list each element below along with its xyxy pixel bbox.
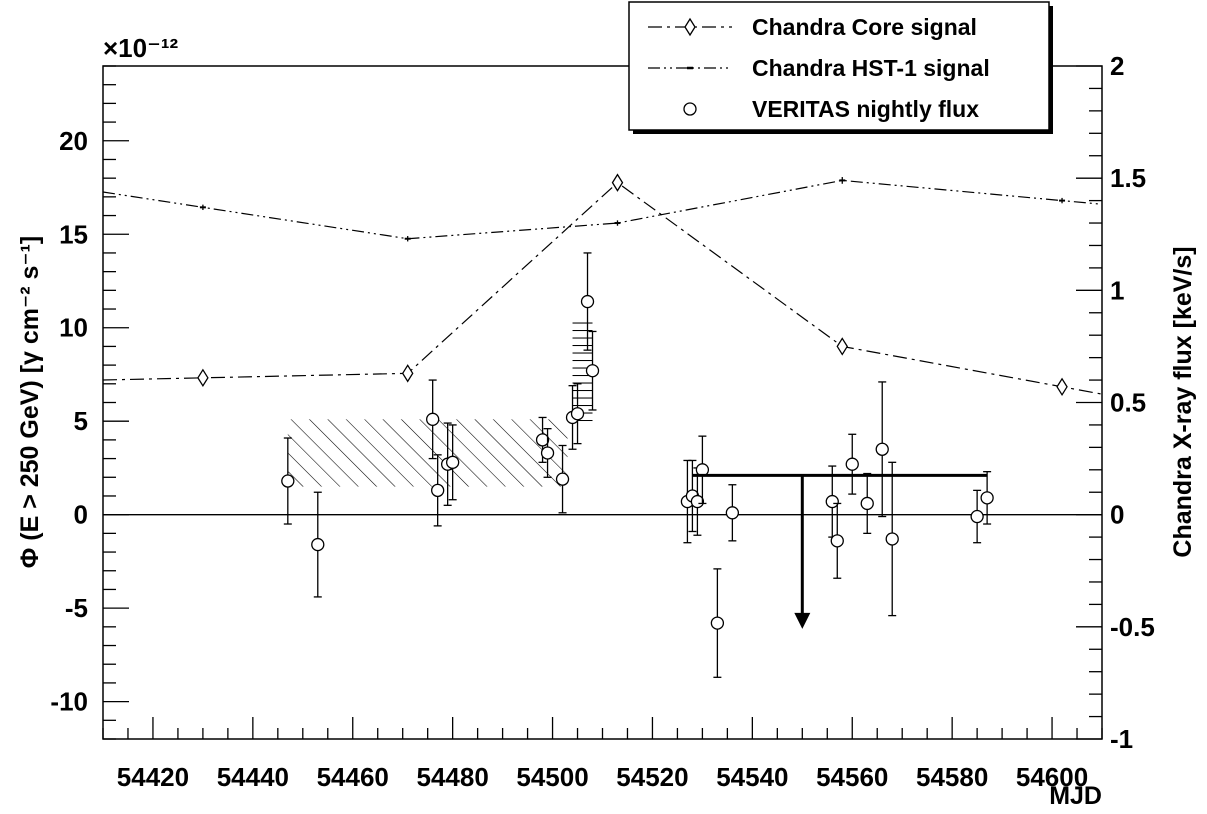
legend-core-diamond-marker — [684, 17, 696, 37]
veritas-points — [281, 252, 994, 678]
legend: Chandra Core signal Chandra HST-1 signal V… — [628, 1, 1053, 134]
core-diamond-marker — [1056, 377, 1068, 397]
veritas-point — [281, 474, 295, 488]
veritas-point — [540, 446, 555, 460]
plot-frame — [102, 65, 1103, 740]
veritas-point — [431, 483, 445, 498]
y-tick-label: 0 — [74, 500, 88, 530]
legend-label: Chandra Core signal — [752, 14, 977, 40]
legend-label: VERITAS nightly flux — [752, 96, 979, 122]
y-tick-label: -5 — [65, 593, 88, 623]
series-line-core — [102, 181, 1103, 395]
y-right-tick-label: 1.5 — [1110, 163, 1146, 193]
legend-veritas-marker — [683, 102, 697, 116]
veritas-point — [845, 457, 859, 471]
x-tick-label: 54500 — [516, 762, 588, 792]
y-axis-left: -10 -5 0 5 10 15 20 — [50, 65, 129, 740]
chandra-series — [102, 173, 1103, 397]
y-right-tick-label: 0 — [1110, 500, 1124, 530]
core-diamond-marker — [197, 368, 209, 388]
veritas-point — [690, 494, 705, 509]
x-axis-title: MJD — [1049, 782, 1102, 810]
upper-limit — [692, 473, 988, 629]
veritas-point — [570, 407, 585, 421]
veritas-point — [860, 496, 874, 511]
y-right-tick-label: -1 — [1110, 724, 1133, 754]
hatched-bands — [287, 322, 593, 487]
x-tick-label: 54460 — [317, 762, 389, 792]
veritas-point — [830, 534, 844, 548]
x-tick-label: 54580 — [916, 762, 988, 792]
veritas-point — [580, 294, 595, 309]
veritas-point — [426, 412, 440, 426]
x-tick-label: 54480 — [416, 762, 488, 792]
legend-shadow — [1049, 6, 1053, 134]
x-tick-label: 54420 — [117, 762, 189, 792]
x-tick-label: 54440 — [217, 762, 289, 792]
y-axis-title: Φ (E > 250 GeV) [γ cm⁻² s⁻¹] — [16, 236, 44, 568]
series-line-hst1 — [102, 179, 1103, 240]
x-tick-label: 54520 — [616, 762, 688, 792]
veritas-point — [555, 472, 570, 486]
veritas-point — [980, 491, 994, 505]
core-diamond-marker — [401, 364, 414, 383]
y-axis-right: -1 -0.5 0 0.5 1 1.5 2 — [1076, 51, 1155, 754]
veritas-point — [875, 442, 889, 456]
veritas-point — [445, 455, 460, 469]
legend-shadow-bottom — [633, 130, 1053, 134]
y-right-tick-label: -0.5 — [1110, 612, 1155, 642]
core-diamond-marker — [611, 173, 624, 192]
y-tick-label: 10 — [59, 313, 88, 343]
y-right-tick-label: 2 — [1110, 51, 1124, 81]
x-axis: 54420 54440 54460 54480 54500 54520 54540 54560… — [102, 717, 1103, 792]
y-tick-label: 5 — [74, 406, 88, 436]
veritas-point — [585, 364, 600, 378]
veritas-point — [311, 537, 325, 552]
veritas-point — [825, 494, 839, 509]
core-diamond-marker — [836, 337, 849, 356]
x-tick-label: 54540 — [716, 762, 788, 792]
veritas-point — [710, 616, 725, 630]
veritas-point — [970, 509, 984, 524]
y-axis-right-title: Chandra X-ray flux [keV/s] — [1169, 246, 1197, 557]
x-tick-label: 54600 — [1016, 762, 1088, 792]
y-tick-label: 15 — [59, 219, 88, 249]
veritas-point — [885, 532, 899, 546]
legend-box — [628, 1, 1050, 131]
band-diagonal-hatch — [287, 419, 568, 487]
y-multiplier-label: ×10⁻¹² — [103, 33, 178, 63]
veritas-point — [725, 506, 740, 520]
y-tick-label: 20 — [59, 126, 88, 156]
veritas-point — [535, 433, 550, 447]
y-tick-label: -10 — [50, 687, 88, 717]
legend-label: Chandra HST-1 signal — [752, 55, 990, 81]
x-tick-label: 54560 — [816, 762, 888, 792]
y-right-tick-label: 1 — [1110, 275, 1124, 305]
y-right-tick-label: 0.5 — [1110, 388, 1146, 418]
upper-limit-arrowhead — [794, 612, 811, 629]
